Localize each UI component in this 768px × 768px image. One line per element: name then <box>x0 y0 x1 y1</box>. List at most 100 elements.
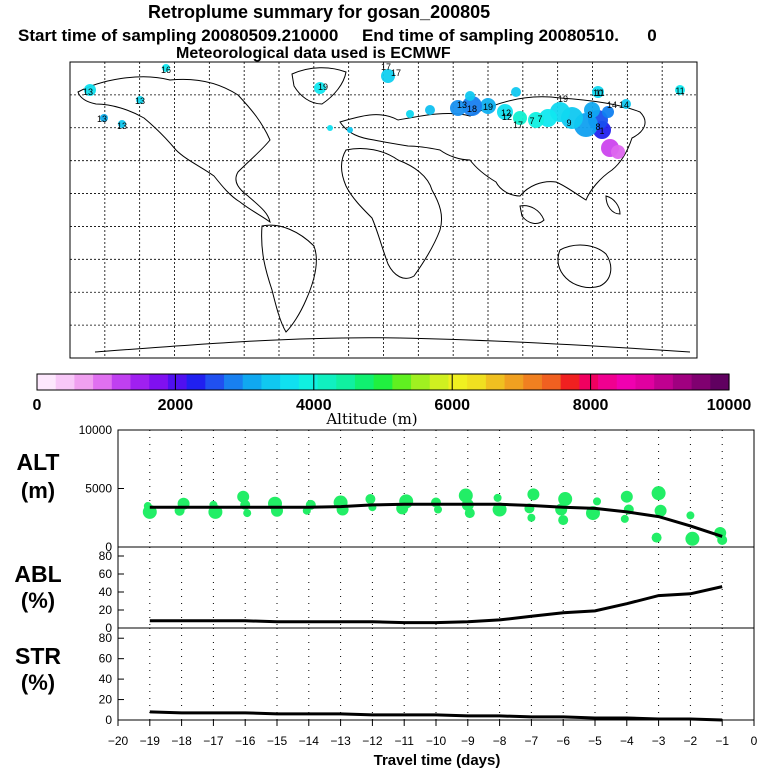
coastline <box>605 195 621 215</box>
colorbar-tick-label: 2000 <box>158 397 194 414</box>
plume-point <box>493 493 502 502</box>
plume-point <box>620 514 629 523</box>
panel-str: 0 20 40 60 80 STR(%) <box>15 627 755 727</box>
x-tick-label: −17 <box>203 734 224 748</box>
panel-ylabel-unit: (m) <box>21 478 55 503</box>
plume-point <box>593 497 601 506</box>
map-plume-label: 7 <box>529 116 534 126</box>
mean-altitude-line <box>149 502 723 538</box>
x-tick-label: −1 <box>715 734 729 748</box>
map-plume-label: 13 <box>83 87 93 97</box>
map-plume-label: 18 <box>467 104 477 114</box>
colorbar-tick-label: 0 <box>33 397 42 414</box>
plume-dot <box>592 86 604 98</box>
map-plume-label: 19 <box>483 102 493 112</box>
plume-dot <box>327 125 333 131</box>
plume-dot <box>347 127 353 133</box>
plume-dot <box>84 84 96 96</box>
coastline <box>77 76 271 224</box>
plume-dot <box>465 91 475 101</box>
colorbar-swatch <box>598 374 618 390</box>
map-plume-label: 14 <box>607 100 617 110</box>
colorbar-swatch <box>541 374 562 390</box>
colorbar-swatch <box>298 374 319 390</box>
map-plume-label: 12 <box>502 112 512 122</box>
coastline <box>519 205 545 224</box>
map-plume-label: 11 <box>595 88 604 98</box>
colorbar-swatch <box>635 374 655 390</box>
colorbar-tick-label: 8000 <box>573 397 609 414</box>
plume-dot <box>462 96 482 116</box>
colorbar-swatch <box>616 374 637 390</box>
plume-point <box>458 488 473 503</box>
panel-ylabel: ALT <box>16 449 59 475</box>
series-line-str <box>149 710 723 722</box>
map-plume-label: 8 <box>595 122 600 132</box>
chart-title: Retroplume summary for gosan_200805 <box>148 2 491 22</box>
colorbar-swatch <box>111 374 132 390</box>
y-tick-label: 40 <box>99 672 113 686</box>
series-line-abl <box>149 585 723 625</box>
panel-ylabel-unit: (%) <box>21 588 55 613</box>
plume-dot <box>136 96 144 104</box>
plume-point <box>651 486 666 501</box>
colorbar-swatch <box>130 374 150 390</box>
y-tick-label: 20 <box>99 603 113 617</box>
panel-frame <box>117 546 755 629</box>
colorbar-swatch <box>411 374 431 390</box>
plume-point <box>654 504 667 517</box>
colorbar-swatch <box>691 374 711 390</box>
x-tick-label: −6 <box>556 734 570 748</box>
plume-point <box>651 532 662 543</box>
panel-ylabel: ABL <box>14 561 61 587</box>
y-tick-label: 0 <box>105 621 112 635</box>
x-tick-label: −11 <box>394 734 414 748</box>
coastline <box>291 67 347 105</box>
colorbar-swatch <box>167 374 188 390</box>
map-plume-label: 19 <box>318 82 328 92</box>
plume-dot <box>100 114 108 122</box>
y-tick-label: 60 <box>99 567 113 581</box>
plume-dot <box>314 82 326 94</box>
map-plume-label: 13 <box>135 96 145 106</box>
plume-dot <box>425 105 435 115</box>
colorbar-swatch <box>354 374 375 390</box>
x-tick-label: −13 <box>330 734 351 748</box>
plume-dot <box>497 104 513 120</box>
colorbar-swatch <box>55 374 76 390</box>
plume-point <box>558 515 569 526</box>
plume-point <box>243 509 252 518</box>
colorbar-swatch <box>242 374 263 390</box>
x-tick-label: −4 <box>620 734 634 748</box>
x-tick-label: −3 <box>652 734 666 748</box>
coastline <box>339 96 646 201</box>
colorbar-swatch <box>579 374 599 390</box>
x-tick-label: −16 <box>235 734 256 748</box>
plume-dot <box>675 85 685 95</box>
x-tick-label: −2 <box>684 734 698 748</box>
x-tick-label: −15 <box>267 734 288 748</box>
colorbar-swatch <box>467 374 487 390</box>
panel-frame <box>117 627 755 721</box>
y-tick-label: 10000 <box>79 423 113 437</box>
colorbar-tick-label: 4000 <box>296 397 332 414</box>
panel-ylabel-unit: (%) <box>21 670 55 695</box>
x-tick-label: −12 <box>362 734 383 748</box>
colorbar-swatch <box>317 374 337 390</box>
colorbar-swatch <box>523 374 543 390</box>
x-tick-label: −20 <box>108 734 129 748</box>
plume-point <box>464 508 475 519</box>
plume-point <box>492 502 507 517</box>
x-tick-label: −18 <box>171 734 192 748</box>
plume-dot <box>480 98 496 114</box>
plume-point <box>302 506 311 515</box>
colorbar-swatch <box>504 374 524 390</box>
colorbar-swatch <box>392 374 412 390</box>
colorbar-axis-label: Altitude (m) <box>325 410 417 428</box>
x-tick-label: −5 <box>588 734 602 748</box>
map-plume-label: 17 <box>381 62 391 72</box>
plume-point <box>717 534 728 545</box>
map-plume-label: 19 <box>558 94 568 104</box>
plume-dot <box>602 106 614 118</box>
y-tick-label: 5000 <box>85 482 112 496</box>
